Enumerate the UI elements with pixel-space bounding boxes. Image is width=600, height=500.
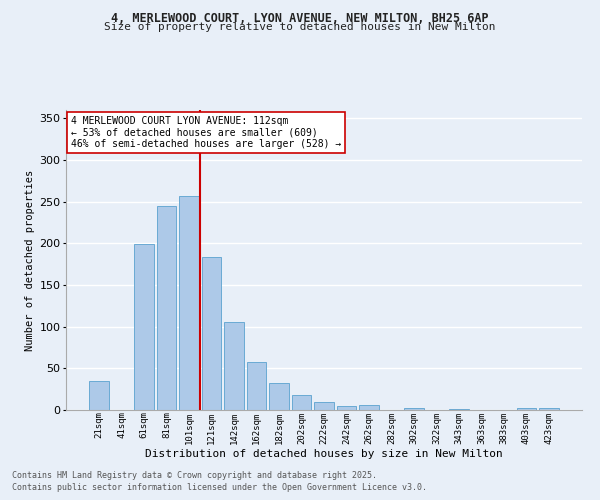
Text: Contains public sector information licensed under the Open Government Licence v3: Contains public sector information licen… [12, 484, 427, 492]
Bar [337, 406, 356, 410]
Y-axis label: Number of detached properties: Number of detached properties [25, 170, 35, 350]
Bar [179, 196, 199, 410]
Text: Size of property relative to detached houses in New Milton: Size of property relative to detached ho… [104, 22, 496, 32]
Bar [89, 381, 109, 410]
Bar [292, 395, 311, 410]
X-axis label: Distribution of detached houses by size in New Milton: Distribution of detached houses by size … [145, 449, 503, 459]
Bar [247, 362, 266, 410]
Bar [269, 382, 289, 410]
Text: 4, MERLEWOOD COURT, LYON AVENUE, NEW MILTON, BH25 6AP: 4, MERLEWOOD COURT, LYON AVENUE, NEW MIL… [111, 12, 489, 26]
Bar [404, 408, 424, 410]
Bar [202, 256, 221, 410]
Text: Contains HM Land Registry data © Crown copyright and database right 2025.: Contains HM Land Registry data © Crown c… [12, 471, 377, 480]
Bar [517, 408, 536, 410]
Bar [224, 322, 244, 410]
Bar [314, 402, 334, 410]
Bar [157, 206, 176, 410]
Text: 4 MERLEWOOD COURT LYON AVENUE: 112sqm
← 53% of detached houses are smaller (609): 4 MERLEWOOD COURT LYON AVENUE: 112sqm ← … [71, 116, 341, 149]
Bar [449, 409, 469, 410]
Bar [134, 244, 154, 410]
Bar [359, 405, 379, 410]
Bar [539, 408, 559, 410]
